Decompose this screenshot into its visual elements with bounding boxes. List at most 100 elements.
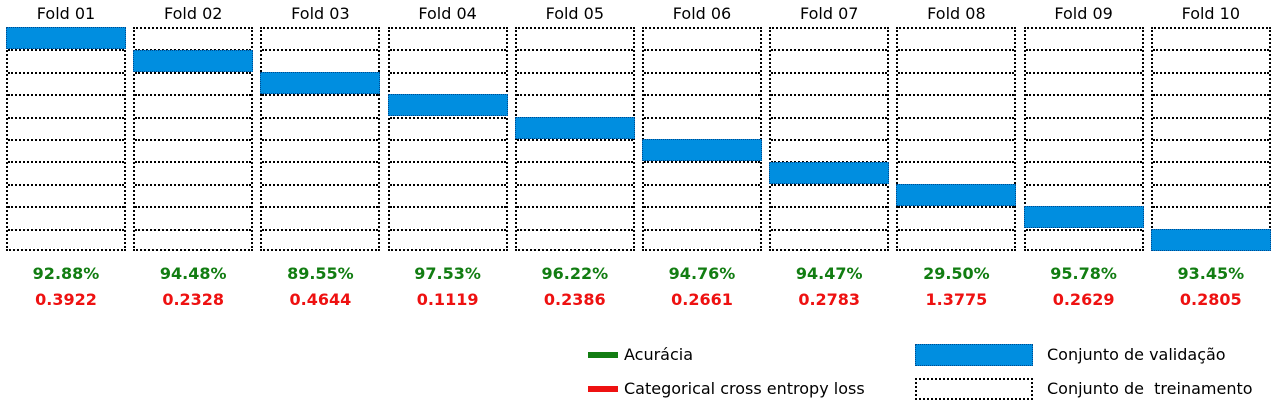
segment-divider xyxy=(389,183,506,186)
segment-divider xyxy=(771,116,888,119)
fold-accuracy: 93.45% xyxy=(1177,264,1245,283)
segment-divider xyxy=(898,161,1015,164)
segment-divider xyxy=(135,116,252,119)
segment-divider xyxy=(1025,49,1142,52)
segment-divider xyxy=(389,49,506,52)
segment-divider xyxy=(262,228,379,231)
segment-divider xyxy=(771,139,888,141)
segment-divider xyxy=(516,71,633,74)
segment-divider xyxy=(262,139,379,141)
validation-segment xyxy=(514,116,635,139)
fold-accuracy: 94.76% xyxy=(668,264,736,283)
validation-segment xyxy=(1150,228,1271,251)
segment-divider xyxy=(1025,183,1142,186)
loss-legend-swatch xyxy=(588,386,618,392)
segment-divider xyxy=(771,71,888,74)
segment-divider xyxy=(898,228,1015,231)
segment-divider xyxy=(8,94,124,97)
segment-divider xyxy=(1025,228,1142,231)
loss-legend-label: Categorical cross entropy loss xyxy=(624,379,865,398)
fold-title: Fold 06 xyxy=(672,4,732,23)
fold-loss: 0.2386 xyxy=(543,290,606,309)
segment-divider xyxy=(8,228,124,231)
validation-segment xyxy=(6,27,126,50)
segment-divider xyxy=(135,228,252,231)
segment-divider xyxy=(898,206,1015,209)
segment-divider xyxy=(516,94,633,97)
fold-accuracy: 94.47% xyxy=(795,264,863,283)
fold-loss: 0.1119 xyxy=(416,290,479,309)
segment-divider xyxy=(389,116,506,119)
validation-segment xyxy=(1023,206,1144,229)
segment-divider xyxy=(516,228,633,231)
segment-divider xyxy=(516,49,633,52)
segment-divider xyxy=(644,206,760,209)
segment-divider xyxy=(262,116,379,119)
segment-divider xyxy=(644,49,760,52)
segment-divider xyxy=(135,206,252,209)
validation-legend-label: Conjunto de validação xyxy=(1047,345,1226,364)
segment-divider xyxy=(1152,183,1269,186)
validation-segment xyxy=(133,49,254,72)
segment-divider xyxy=(1152,206,1269,209)
fold-accuracy: 97.53% xyxy=(414,264,481,283)
fold-accuracy: 96.22% xyxy=(541,264,609,283)
fold-title: Fold 01 xyxy=(36,4,96,23)
validation-legend-swatch xyxy=(915,344,1033,366)
segment-divider xyxy=(262,49,379,52)
fold-title: Fold 05 xyxy=(545,4,605,23)
segment-divider xyxy=(771,228,888,231)
segment-divider xyxy=(898,71,1015,74)
segment-divider xyxy=(1025,161,1142,164)
segment-divider xyxy=(262,94,379,97)
training-legend-swatch xyxy=(915,378,1033,400)
fold-title: Fold 07 xyxy=(799,4,859,23)
segment-divider xyxy=(8,139,124,141)
segment-divider xyxy=(262,183,379,186)
segment-divider xyxy=(1152,116,1269,119)
fold-segments xyxy=(6,27,126,251)
fold-segments xyxy=(514,27,635,251)
segment-divider xyxy=(1152,94,1269,97)
segment-divider xyxy=(771,94,888,97)
segment-divider xyxy=(389,228,506,231)
segment-divider xyxy=(644,116,760,119)
segment-divider xyxy=(771,206,888,209)
segment-divider xyxy=(898,49,1015,52)
segment-divider xyxy=(1025,71,1142,74)
fold-loss: 0.2783 xyxy=(798,290,861,309)
fold-accuracy: 29.50% xyxy=(923,264,990,283)
segment-divider xyxy=(771,49,888,52)
fold-segments xyxy=(133,27,254,251)
segment-divider xyxy=(389,139,506,141)
training-legend-label: Conjunto de treinamento xyxy=(1047,379,1253,398)
segment-divider xyxy=(898,139,1015,141)
segment-divider xyxy=(771,183,888,186)
segment-divider xyxy=(262,206,379,209)
fold-segments xyxy=(642,27,762,251)
validation-segment xyxy=(642,139,762,162)
segment-divider xyxy=(135,94,252,97)
segment-divider xyxy=(135,183,252,186)
segment-divider xyxy=(644,94,760,97)
segment-divider xyxy=(898,94,1015,97)
fold-accuracy: 92.88% xyxy=(32,264,100,283)
segment-divider xyxy=(644,161,760,164)
fold-title: Fold 09 xyxy=(1054,4,1113,23)
accuracy-legend-label: Acurácia xyxy=(624,345,694,364)
fold-segments xyxy=(260,27,381,251)
segment-divider xyxy=(1025,139,1142,141)
segment-divider xyxy=(898,116,1015,119)
fold-loss: 0.2805 xyxy=(1179,290,1242,309)
fold-accuracy: 94.48% xyxy=(159,264,227,283)
segment-divider xyxy=(1152,49,1269,52)
fold-segments xyxy=(896,27,1017,251)
fold-loss: 1.3775 xyxy=(925,290,988,309)
validation-segment xyxy=(260,72,381,94)
fold-title: Fold 04 xyxy=(418,4,477,23)
fold-loss: 0.4644 xyxy=(289,290,352,309)
fold-title: Fold 08 xyxy=(927,4,986,23)
fold-title: Fold 03 xyxy=(291,4,350,23)
fold-loss: 0.3922 xyxy=(35,290,97,309)
segment-divider xyxy=(389,161,506,164)
